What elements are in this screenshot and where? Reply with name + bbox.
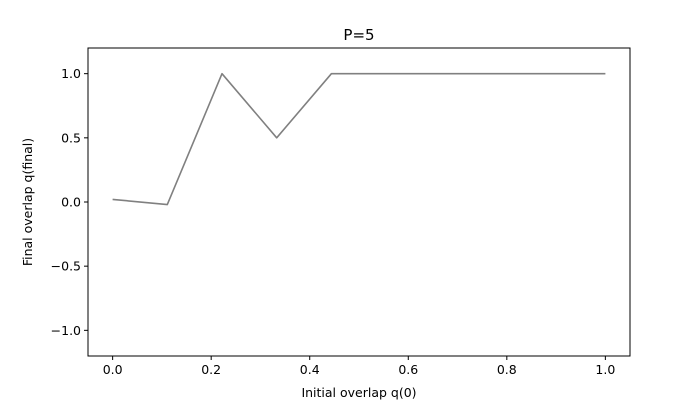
series-line: [112, 72, 606, 206]
x-axis-label: Initial overlap q(0): [301, 385, 416, 400]
y-tick-label: −1.0: [51, 323, 81, 338]
y-tick-label: 0.0: [61, 195, 81, 210]
y-tick-label: 0.5: [61, 130, 81, 145]
y-axis-ticks: −1.0 −0.5 0.0 0.5 1.0: [51, 66, 88, 338]
x-tick-label: 0.8: [497, 362, 517, 377]
x-tick-label: 0.4: [300, 362, 320, 377]
y-tick-label: 1.0: [61, 66, 81, 81]
x-tick-label: 1.0: [595, 362, 615, 377]
y-tick-label: −0.5: [51, 259, 81, 274]
plot-area: [112, 72, 606, 206]
chart-title: P=5: [343, 26, 374, 44]
y-axis-label-text: Final overlap q(final): [20, 138, 35, 266]
y-axis-label: Final overlap q(final): [20, 138, 35, 266]
x-tick-label: 0.0: [103, 362, 123, 377]
x-tick-label: 0.6: [398, 362, 418, 377]
x-axis-ticks: 0.0 0.2 0.4 0.6 0.8 1.0: [103, 356, 615, 377]
x-axis-label-text: Initial overlap q(0): [301, 385, 416, 400]
x-tick-label: 0.2: [201, 362, 221, 377]
